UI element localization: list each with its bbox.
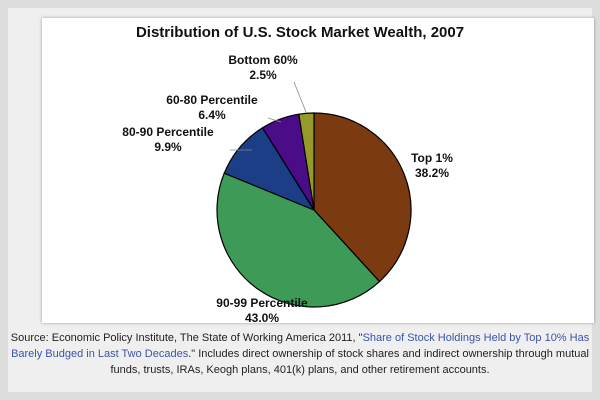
slice-label-2: 90-99 Percentile 43.0%	[216, 296, 308, 325]
source-prefix: Source: Economic Policy Institute, The S…	[10, 332, 363, 344]
source-caption: Source: Economic Policy Institute, The S…	[8, 330, 592, 378]
pie-slice-2	[216, 172, 381, 308]
leader-line-4	[267, 117, 282, 123]
slice-label-4: 60-80 Percentile 6.4%	[166, 93, 258, 122]
label-leaders	[230, 81, 307, 151]
slice-label-5: Bottom 60% 2.5%	[228, 53, 298, 82]
pie-chart: Distribution of U.S. Stock Market Wealth…	[122, 24, 464, 325]
pie-slice-5	[298, 112, 315, 211]
source-link[interactable]: Share of Stock Holdings Held by Top 10% …	[11, 332, 590, 360]
chart-title: Distribution of U.S. Stock Market Wealth…	[136, 24, 464, 41]
leader-line-5	[293, 81, 307, 113]
pie-slices	[216, 112, 412, 308]
slice-label-1: Top 1% 38.2%	[411, 151, 453, 180]
slice-label-3: 80-90 Percentile 9.9%	[122, 125, 214, 154]
source-suffix: ." Includes direct ownership of stock sh…	[110, 348, 589, 376]
slice-labels: Top 1% 38.2% 90-99 Percentile 43.0% 80-90 Pe…	[122, 53, 453, 325]
pie-slice-1	[313, 112, 412, 283]
